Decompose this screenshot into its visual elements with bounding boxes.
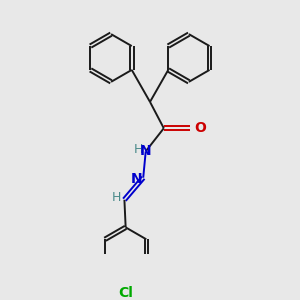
Text: Cl: Cl [118,286,133,300]
Text: N: N [130,172,142,186]
Text: N: N [140,144,151,158]
Text: H: H [112,191,121,204]
Text: H: H [134,143,143,156]
Text: O: O [195,121,206,135]
